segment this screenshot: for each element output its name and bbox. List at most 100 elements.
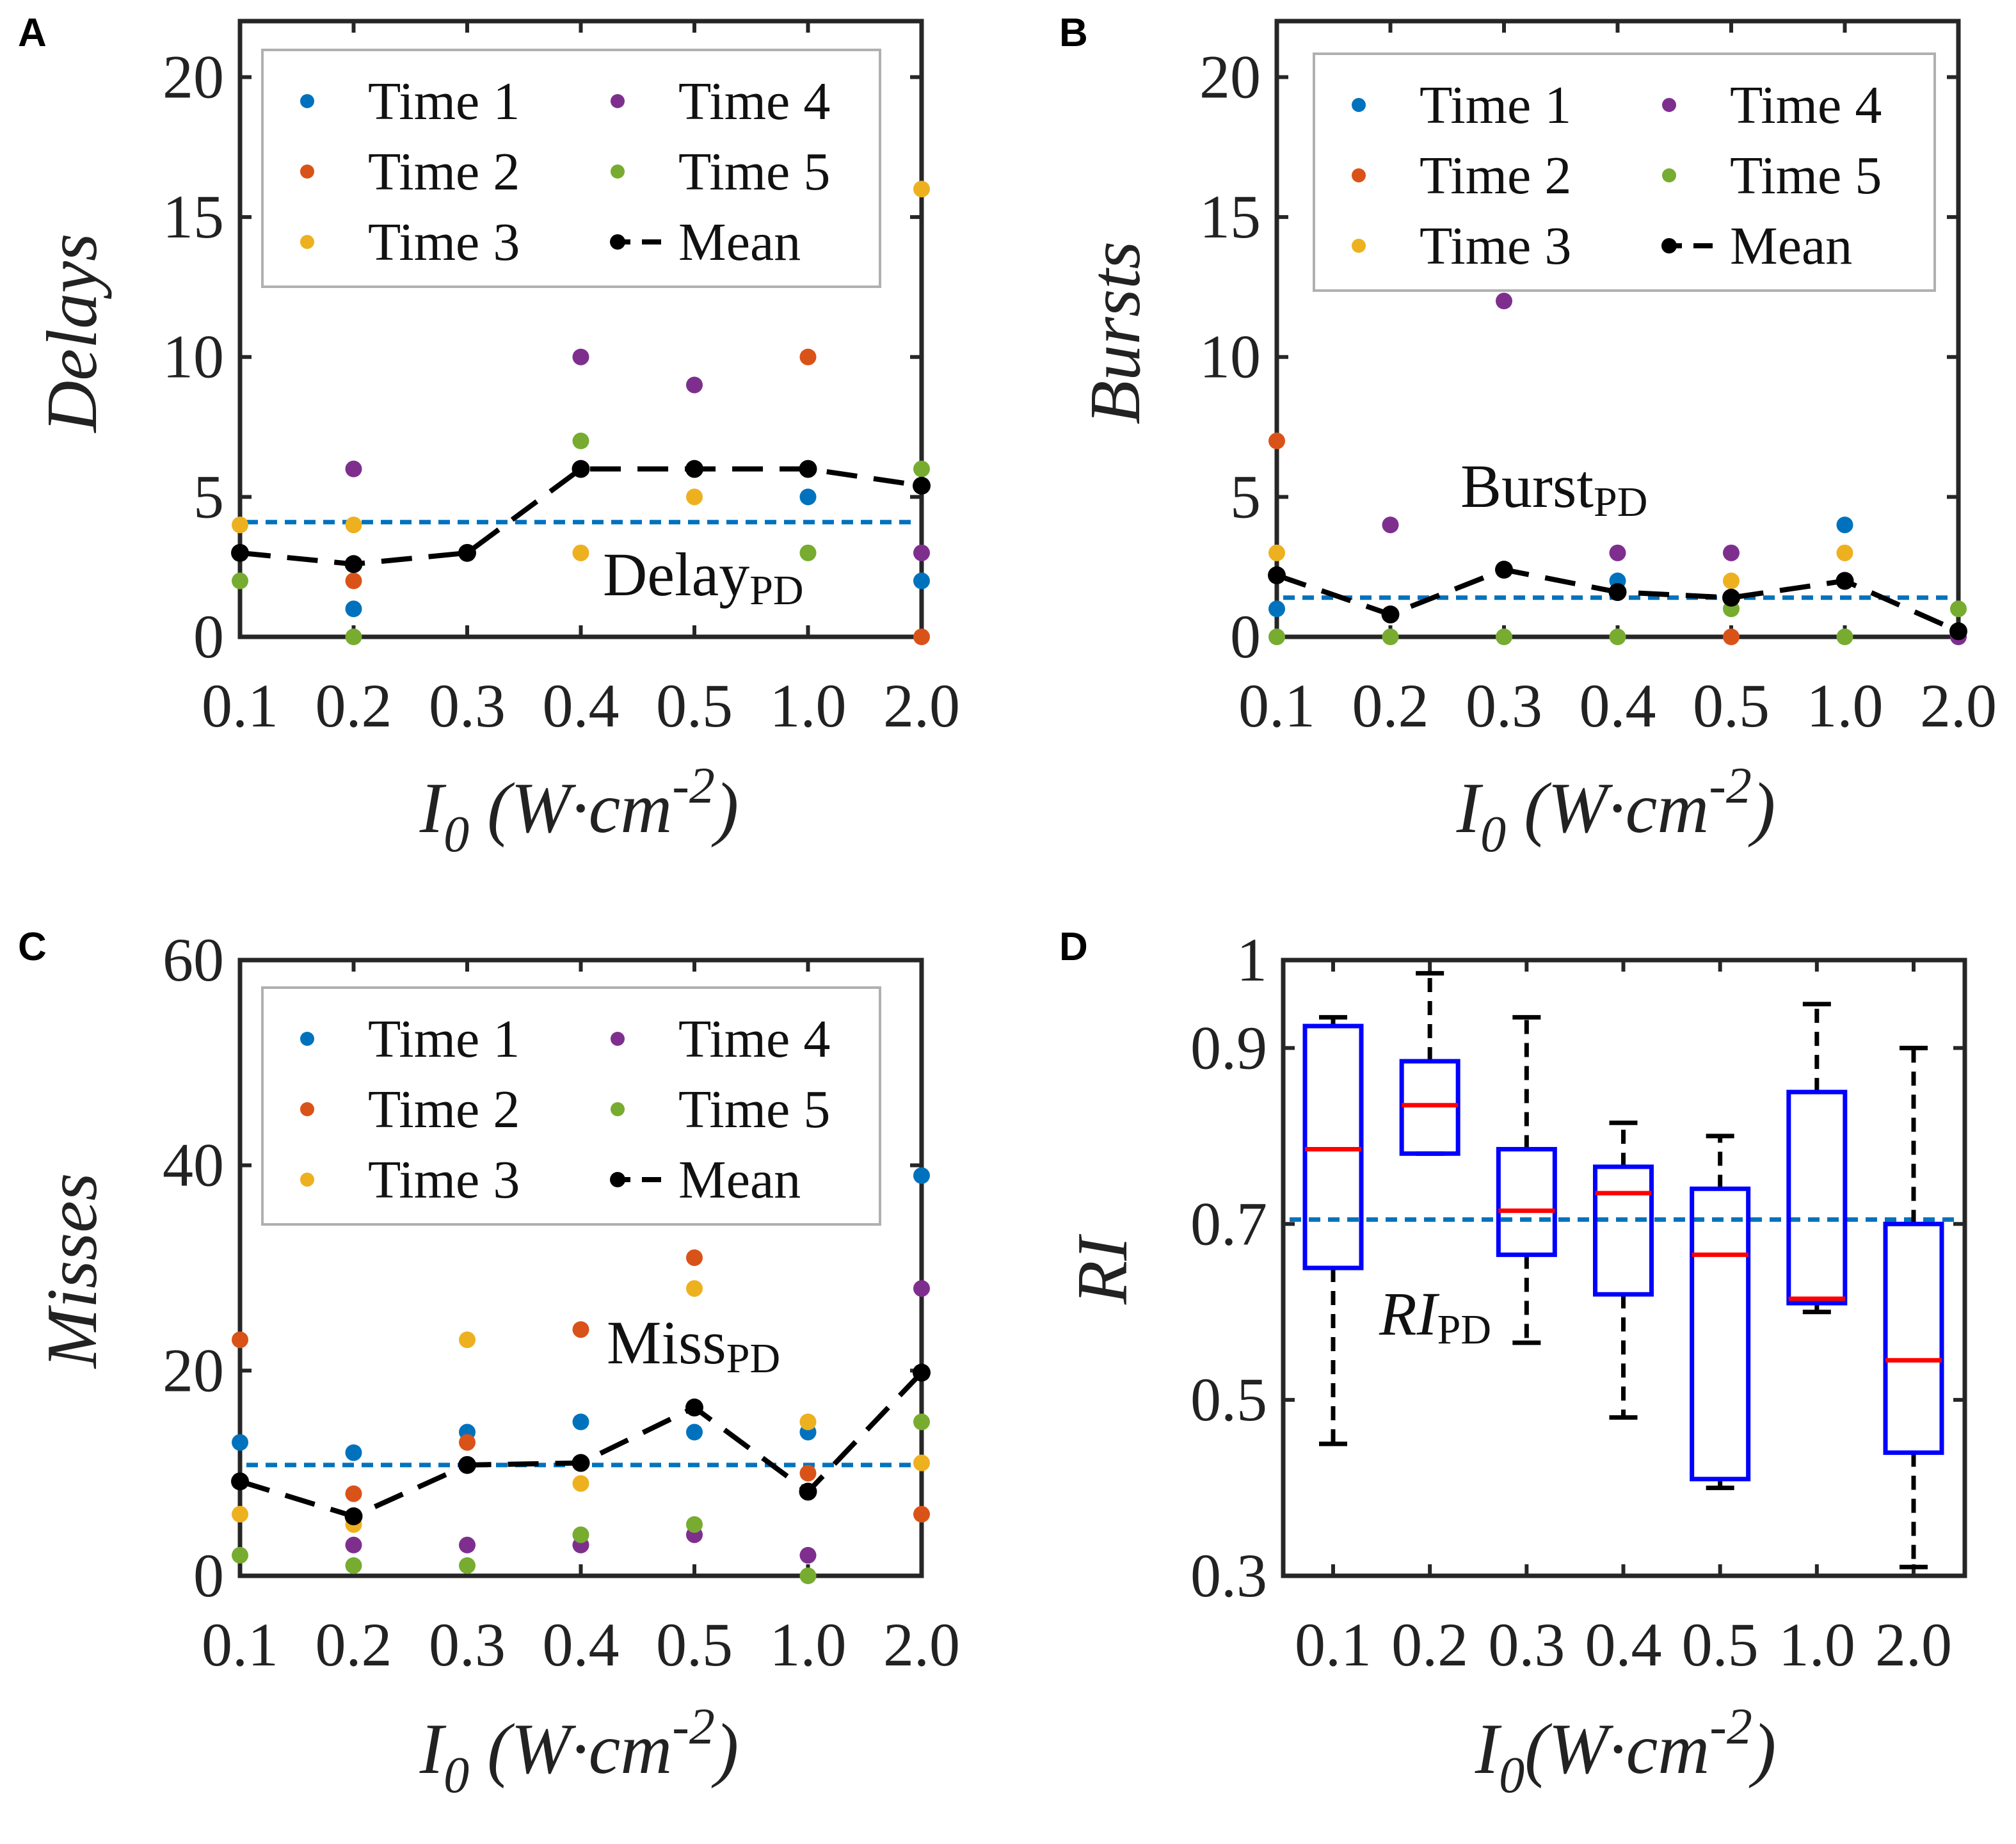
panel-c-mean-point	[913, 1363, 931, 1382]
panel-d-y-tick-label: 0.5	[1190, 1365, 1267, 1434]
panel-a-point-time-5	[913, 460, 930, 477]
panel-d-y-tick-label: 0.3	[1190, 1541, 1267, 1610]
panel-d-x-label-sup: -2	[1709, 1699, 1752, 1755]
panel-a-x-label-sub: 0	[444, 806, 469, 863]
panel-b-x-label-main: I	[1456, 769, 1484, 848]
panel-b-legend-label: Time 5	[1730, 146, 1882, 205]
panel-c-points	[232, 1167, 930, 1584]
panel-a-point-time-3	[345, 517, 362, 534]
panel-b-point-time-2	[1268, 432, 1285, 449]
panel-d-boxes	[1302, 971, 1944, 1569]
panel-b-point-time-1	[1268, 600, 1285, 618]
panel-b-legend-marker	[1662, 168, 1676, 182]
panel-a-y-tick-label: 15	[163, 182, 224, 251]
panel-b-legend-label: Time 4	[1730, 76, 1882, 135]
panel-c-point-time-1	[913, 1167, 930, 1184]
panel-c-mean-point	[685, 1399, 703, 1417]
panel-d-box	[1786, 1089, 1848, 1306]
panel-c-x-tick-label: 0.5	[656, 1610, 733, 1679]
panel-a-legend: Time 1 Time 2 Time 3 Time 4 Time 5 Mean	[261, 49, 881, 288]
panel-c-x-tick-label: 1.0	[770, 1610, 847, 1679]
panel-a-point-time-3	[232, 517, 248, 534]
panel-c-y-tick-label: 0	[193, 1541, 224, 1610]
panel-a-point-time-5	[799, 544, 817, 561]
panel-c-legend-marker	[300, 1102, 314, 1116]
panel-a-point-time-4	[913, 544, 930, 561]
panel-c-y-tick-label: 60	[163, 926, 224, 994]
panel-a-x-tick-label: 0.1	[202, 671, 278, 740]
panel-a-point-time-3	[913, 180, 930, 198]
panel-b-y-tick-label: 15	[1199, 182, 1261, 251]
panel-b-mean-points	[1268, 561, 1967, 641]
panel-d-letter: D	[1059, 925, 1088, 969]
panel-c-legend-marker	[300, 1032, 314, 1046]
panel-a-y-tick-label: 0	[193, 602, 224, 671]
panel-b-reference-main: Burst	[1460, 452, 1594, 520]
panel-a-point-time-1	[345, 600, 362, 618]
panel-c-point-time-1	[345, 1444, 362, 1461]
panel-b-x-tick-label: 0.3	[1466, 671, 1542, 740]
panel-d-y-tick-label: 0.7	[1190, 1189, 1267, 1258]
panel-d-x-tick-label: 0.2	[1391, 1610, 1468, 1679]
panel-d-x-tick-label: 1.0	[1779, 1610, 1855, 1679]
panel-d-x-tick-label: 0.3	[1488, 1610, 1565, 1679]
panel-c-legend-label: Time 5	[678, 1080, 830, 1139]
panel-b-x-ticks: 0.1 0.2 0.3 0.4 0.5 1.0 2.0	[1238, 21, 1997, 740]
panel-a-y-tick-label: 5	[193, 462, 224, 531]
panel-c-reference-label: MissPD	[607, 1308, 780, 1382]
panel-c-point-time-2	[345, 1485, 362, 1502]
panel-a-mean-point	[799, 460, 817, 478]
panel-a-x-label-sup: -2	[672, 758, 715, 814]
panel-d-reference-main: RI	[1379, 1279, 1440, 1348]
panel-b-y-ticks: 0 5 10 15 20	[1199, 42, 1958, 671]
panel-a-point-time-2	[913, 629, 930, 645]
panel-b-legend-marker	[1662, 98, 1676, 112]
panel-a-x-tick-label: 0.3	[429, 671, 506, 740]
panel-b-mean-point	[1268, 566, 1286, 584]
panel-c-legend-marker	[610, 1172, 625, 1187]
panel-c-legend: Time 1 Time 2 Time 3 Time 4 Time 5 Mean	[261, 986, 881, 1226]
panel-c-legend-box	[261, 986, 881, 1226]
panel-a-y-tick-label: 20	[163, 42, 224, 111]
panel-a-legend-marker	[611, 94, 625, 108]
panel-d-y-tick-label: 0.9	[1190, 1013, 1267, 1082]
panel-c-legend-marker	[300, 1173, 314, 1187]
panel-c-point-time-5	[232, 1546, 248, 1564]
panel-b-letter: B	[1059, 11, 1088, 55]
panel-c-point-time-5	[686, 1516, 703, 1533]
panel-c-legend-label: Time 1	[368, 1009, 520, 1069]
panel-b-y-tick-label: 10	[1199, 323, 1261, 391]
panel-b-legend-marker	[1352, 98, 1366, 112]
panel-a-mean-point	[344, 555, 363, 573]
panel-b-point-time-5	[1496, 629, 1512, 645]
panel-c-x-tick-label: 2.0	[883, 1610, 960, 1679]
panel-a-point-time-5	[572, 432, 589, 449]
panel-d: D 0.3 0.5 0.7 0.9 1 0.1 0.2 0.3 0.4 0.5 1.0 2.0 RI…	[1059, 925, 1967, 1804]
panel-c-x-tick-label: 0.2	[316, 1610, 392, 1679]
panel-b-point-time-4	[1496, 293, 1512, 310]
panel-a-y-ticks: 0 5 10 15 20	[163, 42, 922, 671]
panel-b-x-label-sub: 0	[1480, 806, 1506, 863]
panel-c-point-time-3	[232, 1505, 248, 1523]
panel-b-point-time-2	[1723, 629, 1740, 645]
panel-a-reference-sub: PD	[749, 567, 803, 614]
panel-a-legend-marker	[610, 234, 625, 250]
panel-a-x-label-close: )	[711, 769, 739, 848]
panel-c-point-time-3	[459, 1331, 476, 1349]
panel-b-mean-point	[1608, 583, 1627, 602]
panel-b-x-label-sup: -2	[1709, 758, 1752, 814]
panel-d-x-label-close: )	[1748, 1710, 1776, 1789]
panel-c-point-time-3	[572, 1475, 589, 1492]
panel-a-reference-main: Delay	[603, 540, 749, 609]
panel-b-legend-marker	[1661, 238, 1677, 253]
panel-a-mean-point	[572, 460, 590, 478]
panel-c-mean-point	[344, 1507, 363, 1526]
panel-c-point-time-2	[686, 1249, 703, 1266]
panel-a-reference-label: DelayPD	[603, 540, 804, 614]
panel-c-point-time-4	[799, 1546, 817, 1564]
panel-a-x-tick-label: 0.4	[543, 671, 620, 740]
panel-c-letter: C	[18, 925, 47, 969]
panel-b-y-tick-label: 5	[1230, 462, 1261, 531]
panel-d-x-tick-label: 2.0	[1875, 1610, 1952, 1679]
